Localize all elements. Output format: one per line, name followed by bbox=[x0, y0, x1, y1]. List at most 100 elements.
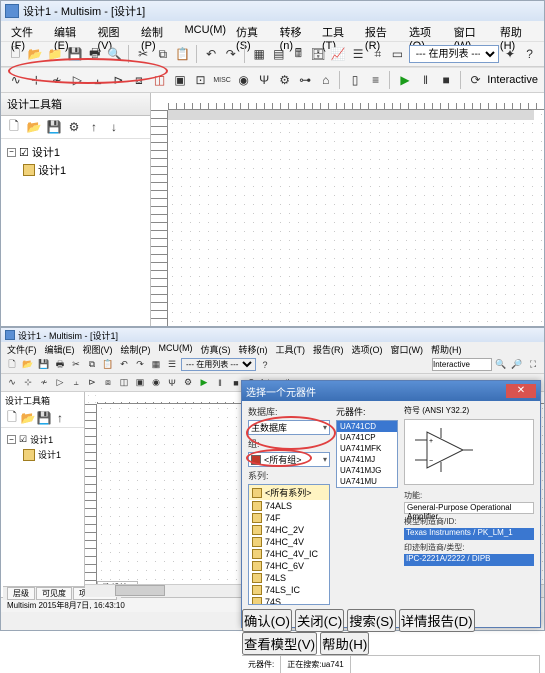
menu-trans[interactable]: 转移(n) bbox=[276, 23, 316, 39]
m2-file[interactable]: 文件(F) bbox=[5, 343, 39, 355]
m2-mcu[interactable]: MCU(M) bbox=[157, 343, 195, 355]
run-icon[interactable]: ▶ bbox=[396, 70, 414, 90]
family-item[interactable]: 74S bbox=[249, 596, 329, 605]
help-icon[interactable]: ? bbox=[521, 44, 538, 64]
tab-hierarchy[interactable]: 层级 bbox=[7, 587, 35, 600]
menu-edit[interactable]: 编辑(E) bbox=[50, 23, 92, 39]
t2b-dc-icon[interactable]: ⊹ bbox=[21, 376, 35, 390]
indicator-icon[interactable]: ◉ bbox=[235, 70, 253, 90]
t2b-cmos-icon[interactable]: ◫ bbox=[117, 376, 131, 390]
menu-help[interactable]: 帮助(H) bbox=[496, 23, 538, 39]
component-item[interactable]: UA741MU bbox=[337, 476, 397, 487]
schematic-canvas[interactable] bbox=[168, 110, 544, 326]
tab-visibility[interactable]: 可见度 bbox=[36, 587, 72, 600]
t2b-trans-icon[interactable]: ⫠ bbox=[69, 376, 83, 390]
ok-button[interactable]: 确认(O) bbox=[242, 609, 292, 632]
t2-help-icon[interactable]: ? bbox=[258, 358, 272, 372]
zoomout-icon[interactable]: 🔎 bbox=[510, 358, 524, 372]
up-icon[interactable]: ↑ bbox=[85, 118, 103, 136]
bus-icon[interactable]: ≡ bbox=[367, 70, 385, 90]
hier-icon[interactable]: ▯ bbox=[346, 70, 364, 90]
expand-icon[interactable]: − bbox=[7, 148, 16, 157]
source-ac-icon[interactable]: ∿ bbox=[7, 70, 25, 90]
expand-icon[interactable]: − bbox=[7, 435, 16, 444]
new-doc-icon[interactable]: 🗋 bbox=[5, 118, 23, 136]
paste-icon[interactable]: 📋 bbox=[174, 44, 191, 64]
family-item[interactable]: 74LS_IC bbox=[249, 584, 329, 596]
close-icon[interactable]: ✕ bbox=[506, 384, 536, 398]
stop-icon[interactable]: ■ bbox=[437, 70, 455, 90]
m2-draw[interactable]: 绘制(P) bbox=[119, 343, 153, 355]
search-button[interactable]: 搜索(S) bbox=[347, 609, 395, 632]
undo-icon[interactable]: ↶ bbox=[203, 44, 220, 64]
resistor-icon[interactable]: ≁ bbox=[48, 70, 66, 90]
chip-icon[interactable]: ⌗ bbox=[369, 44, 386, 64]
print-icon[interactable]: 🖶 bbox=[86, 44, 103, 64]
component-item[interactable]: UA741CP bbox=[337, 432, 397, 443]
transistor-icon[interactable]: ⫠ bbox=[89, 70, 107, 90]
sheet-icon[interactable]: ▦ bbox=[251, 44, 268, 64]
down-icon[interactable]: ↓ bbox=[105, 118, 123, 136]
t2-print-icon[interactable]: 🖶 bbox=[53, 358, 67, 372]
t2b-em-icon[interactable]: ⚙ bbox=[181, 376, 195, 390]
t2b-pause-icon[interactable]: ‖ bbox=[213, 376, 227, 390]
family-item[interactable]: <所有系列> bbox=[249, 485, 329, 500]
t2-inuse-select[interactable]: --- 在用列表 --- bbox=[181, 358, 256, 371]
t2b-ind-icon[interactable]: ◉ bbox=[149, 376, 163, 390]
component-item[interactable]: UA741MJG bbox=[337, 465, 397, 476]
component-listbox[interactable]: UA741CD UA741CP UA741MFK UA741MJ UA741MJ… bbox=[336, 420, 398, 488]
cut-icon[interactable]: ✂ bbox=[135, 44, 152, 64]
zoom-area[interactable] bbox=[432, 358, 492, 371]
t2b-rf-icon[interactable]: Ψ bbox=[165, 376, 179, 390]
p2-new-icon[interactable]: 🗋 bbox=[5, 411, 19, 425]
tree-child-2[interactable]: 设计1 bbox=[23, 447, 78, 462]
menu-sim[interactable]: 仿真(S) bbox=[232, 23, 274, 39]
m2-report[interactable]: 报告(R) bbox=[311, 343, 346, 355]
t2b-res-icon[interactable]: ≁ bbox=[37, 376, 51, 390]
component-item[interactable]: UA741CD bbox=[337, 421, 397, 432]
t2-cut-icon[interactable]: ✂ bbox=[69, 358, 83, 372]
m2-opts[interactable]: 选项(O) bbox=[350, 343, 385, 355]
database-select[interactable]: 主数据库▾ bbox=[248, 420, 330, 435]
family-listbox[interactable]: <所有系列> 74ALS 74F 74HC_2V 74HC_4V 74HC_4V… bbox=[248, 484, 330, 605]
dialog-titlebar[interactable]: 选择一个元器件 ✕ bbox=[242, 381, 540, 401]
list-icon[interactable]: ☰ bbox=[350, 44, 367, 64]
t2-open-icon[interactable]: 📂 bbox=[21, 358, 35, 372]
m2-view[interactable]: 视图(V) bbox=[81, 343, 115, 355]
t2-undo-icon[interactable]: ↶ bbox=[117, 358, 131, 372]
ext1-icon[interactable]: ✦ bbox=[502, 44, 519, 64]
t2-copy-icon[interactable]: ⧉ bbox=[85, 358, 99, 372]
zoomin-icon[interactable]: 🔍 bbox=[494, 358, 508, 372]
m2-window[interactable]: 窗口(W) bbox=[389, 343, 426, 355]
group-select[interactable]: <所有组>▾ bbox=[248, 452, 330, 467]
save-icon[interactable]: 💾 bbox=[67, 44, 84, 64]
m2-trans[interactable]: 转移(n) bbox=[237, 343, 270, 355]
tree-child[interactable]: 设计1 bbox=[23, 161, 144, 179]
menu-report[interactable]: 报告(R) bbox=[361, 23, 403, 39]
electromech-icon[interactable]: ⚙ bbox=[276, 70, 294, 90]
diode-icon[interactable]: ▷ bbox=[69, 70, 87, 90]
checkbox-icon[interactable]: ☑ bbox=[19, 146, 29, 159]
menu-draw[interactable]: 绘制(P) bbox=[137, 23, 179, 39]
family-item[interactable]: 74F bbox=[249, 512, 329, 524]
viewmodel-button[interactable]: 查看模型(V) bbox=[242, 632, 317, 655]
t2-list-icon[interactable]: ☰ bbox=[165, 358, 179, 372]
sheet2-icon[interactable]: ▤ bbox=[270, 44, 287, 64]
family-item[interactable]: 74ALS bbox=[249, 500, 329, 512]
menu-file[interactable]: 文件(F) bbox=[7, 23, 48, 39]
db-icon[interactable]: 🗄 bbox=[310, 44, 327, 64]
copy-icon[interactable]: ⧉ bbox=[154, 44, 171, 64]
open-icon[interactable]: 📂 bbox=[27, 44, 44, 64]
analog-icon[interactable]: ⊳ bbox=[110, 70, 128, 90]
menu-window[interactable]: 窗口(W) bbox=[450, 23, 494, 39]
menu-opts[interactable]: 选项(O) bbox=[405, 23, 448, 39]
p2-save-icon[interactable]: 💾 bbox=[37, 411, 51, 425]
p2-open-icon[interactable]: 📂 bbox=[21, 411, 35, 425]
family-item[interactable]: 74LS bbox=[249, 572, 329, 584]
family-item[interactable]: 74HC_6V bbox=[249, 560, 329, 572]
scroll-thumb[interactable] bbox=[115, 585, 165, 596]
t2-grid-icon[interactable]: ▦ bbox=[149, 358, 163, 372]
new-icon[interactable]: 🗋 bbox=[7, 44, 24, 64]
inuse-select[interactable]: --- 在用列表 --- bbox=[409, 45, 499, 63]
mixed-icon[interactable]: ⊡ bbox=[192, 70, 210, 90]
